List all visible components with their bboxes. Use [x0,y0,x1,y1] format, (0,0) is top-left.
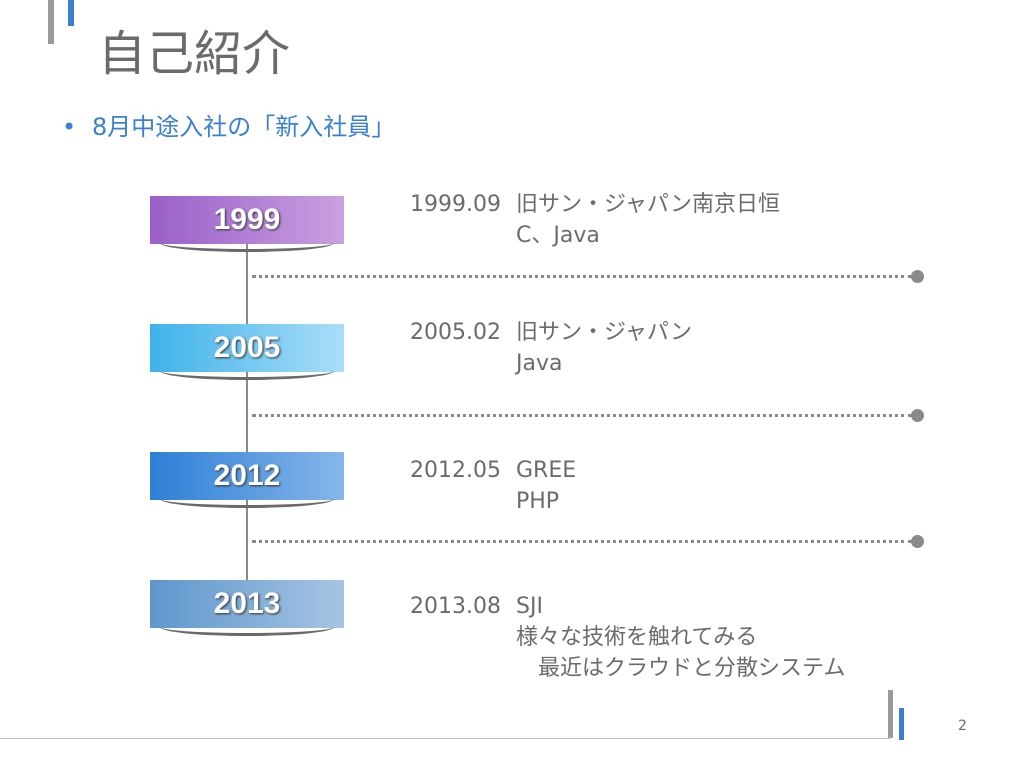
top-left-blue-bar [68,0,74,26]
entry-date: 2012.05 [410,458,501,483]
entry-detail: PHP [516,489,560,514]
divider-end-dot [911,535,924,548]
entry-detail: Java [516,351,563,376]
divider-end-dot [911,409,924,422]
top-left-gray-bar [48,0,54,44]
timeline-divider [252,409,924,422]
bottom-right-gray-bar [888,690,893,738]
entry-date: 1999.09 [410,192,501,217]
entry-company: 旧サン・ジャパン [516,320,693,345]
year-box-1999: 1999 [150,196,344,252]
bottom-right-blue-bar [899,708,904,740]
year-box-2012: 2012 [150,452,344,508]
entry-date: 2013.08 [410,594,501,619]
year-box-2013: 2013 [150,580,344,636]
entry-detail-2: 最近はクラウドと分散システム [538,656,846,681]
timeline-spine [246,240,248,585]
bullet-dot: • [62,113,77,141]
bullet-text: 8月中途入社の「新入社員」 [92,113,396,141]
page-number: 2 [958,718,967,734]
entry-company: GREE [516,458,577,483]
divider-end-dot [911,270,924,283]
slide-title: 自己紹介 [98,26,291,82]
timeline-divider [252,270,924,283]
year-box-2005: 2005 [150,324,344,380]
timeline-divider [252,535,924,548]
entry-detail: 様々な技術を触れてみる [516,625,758,650]
entry-detail: C、Java [516,223,600,248]
footer-line [0,738,890,739]
entry-company: SJI [516,594,543,619]
bullet-item: • 8月中途入社の「新入社員」 [62,112,395,142]
entry-date: 2005.02 [410,320,501,345]
entry-company: 旧サン・ジャパン南京日恒 [516,192,781,217]
